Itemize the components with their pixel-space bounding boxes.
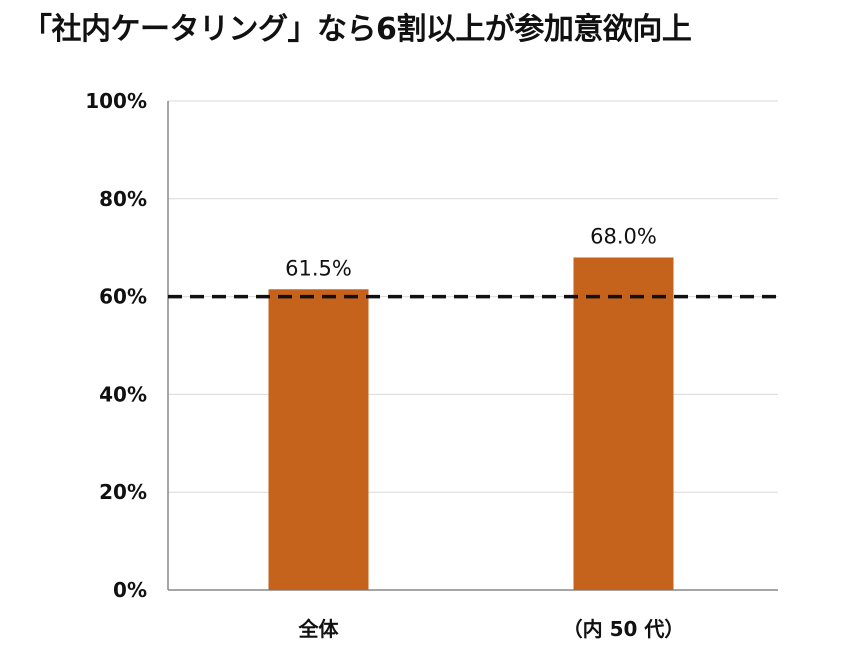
bar [573, 257, 674, 590]
data-label: 68.0% [590, 224, 657, 248]
chart-title: 「社内ケータリング」なら6割以上が参加意欲向上 [22, 12, 692, 47]
bar [268, 289, 369, 590]
y-tick-label: 40% [99, 382, 147, 406]
y-tick-label: 100% [85, 89, 147, 113]
y-tick-label: 60% [99, 285, 147, 309]
data-label: 61.5% [285, 256, 352, 280]
y-tick-label: 0% [113, 578, 147, 602]
y-tick-label: 20% [99, 480, 147, 504]
x-category-label: 全体 [298, 617, 340, 641]
y-tick-label: 80% [99, 187, 147, 211]
x-category-label: （内 50 代） [563, 617, 685, 641]
